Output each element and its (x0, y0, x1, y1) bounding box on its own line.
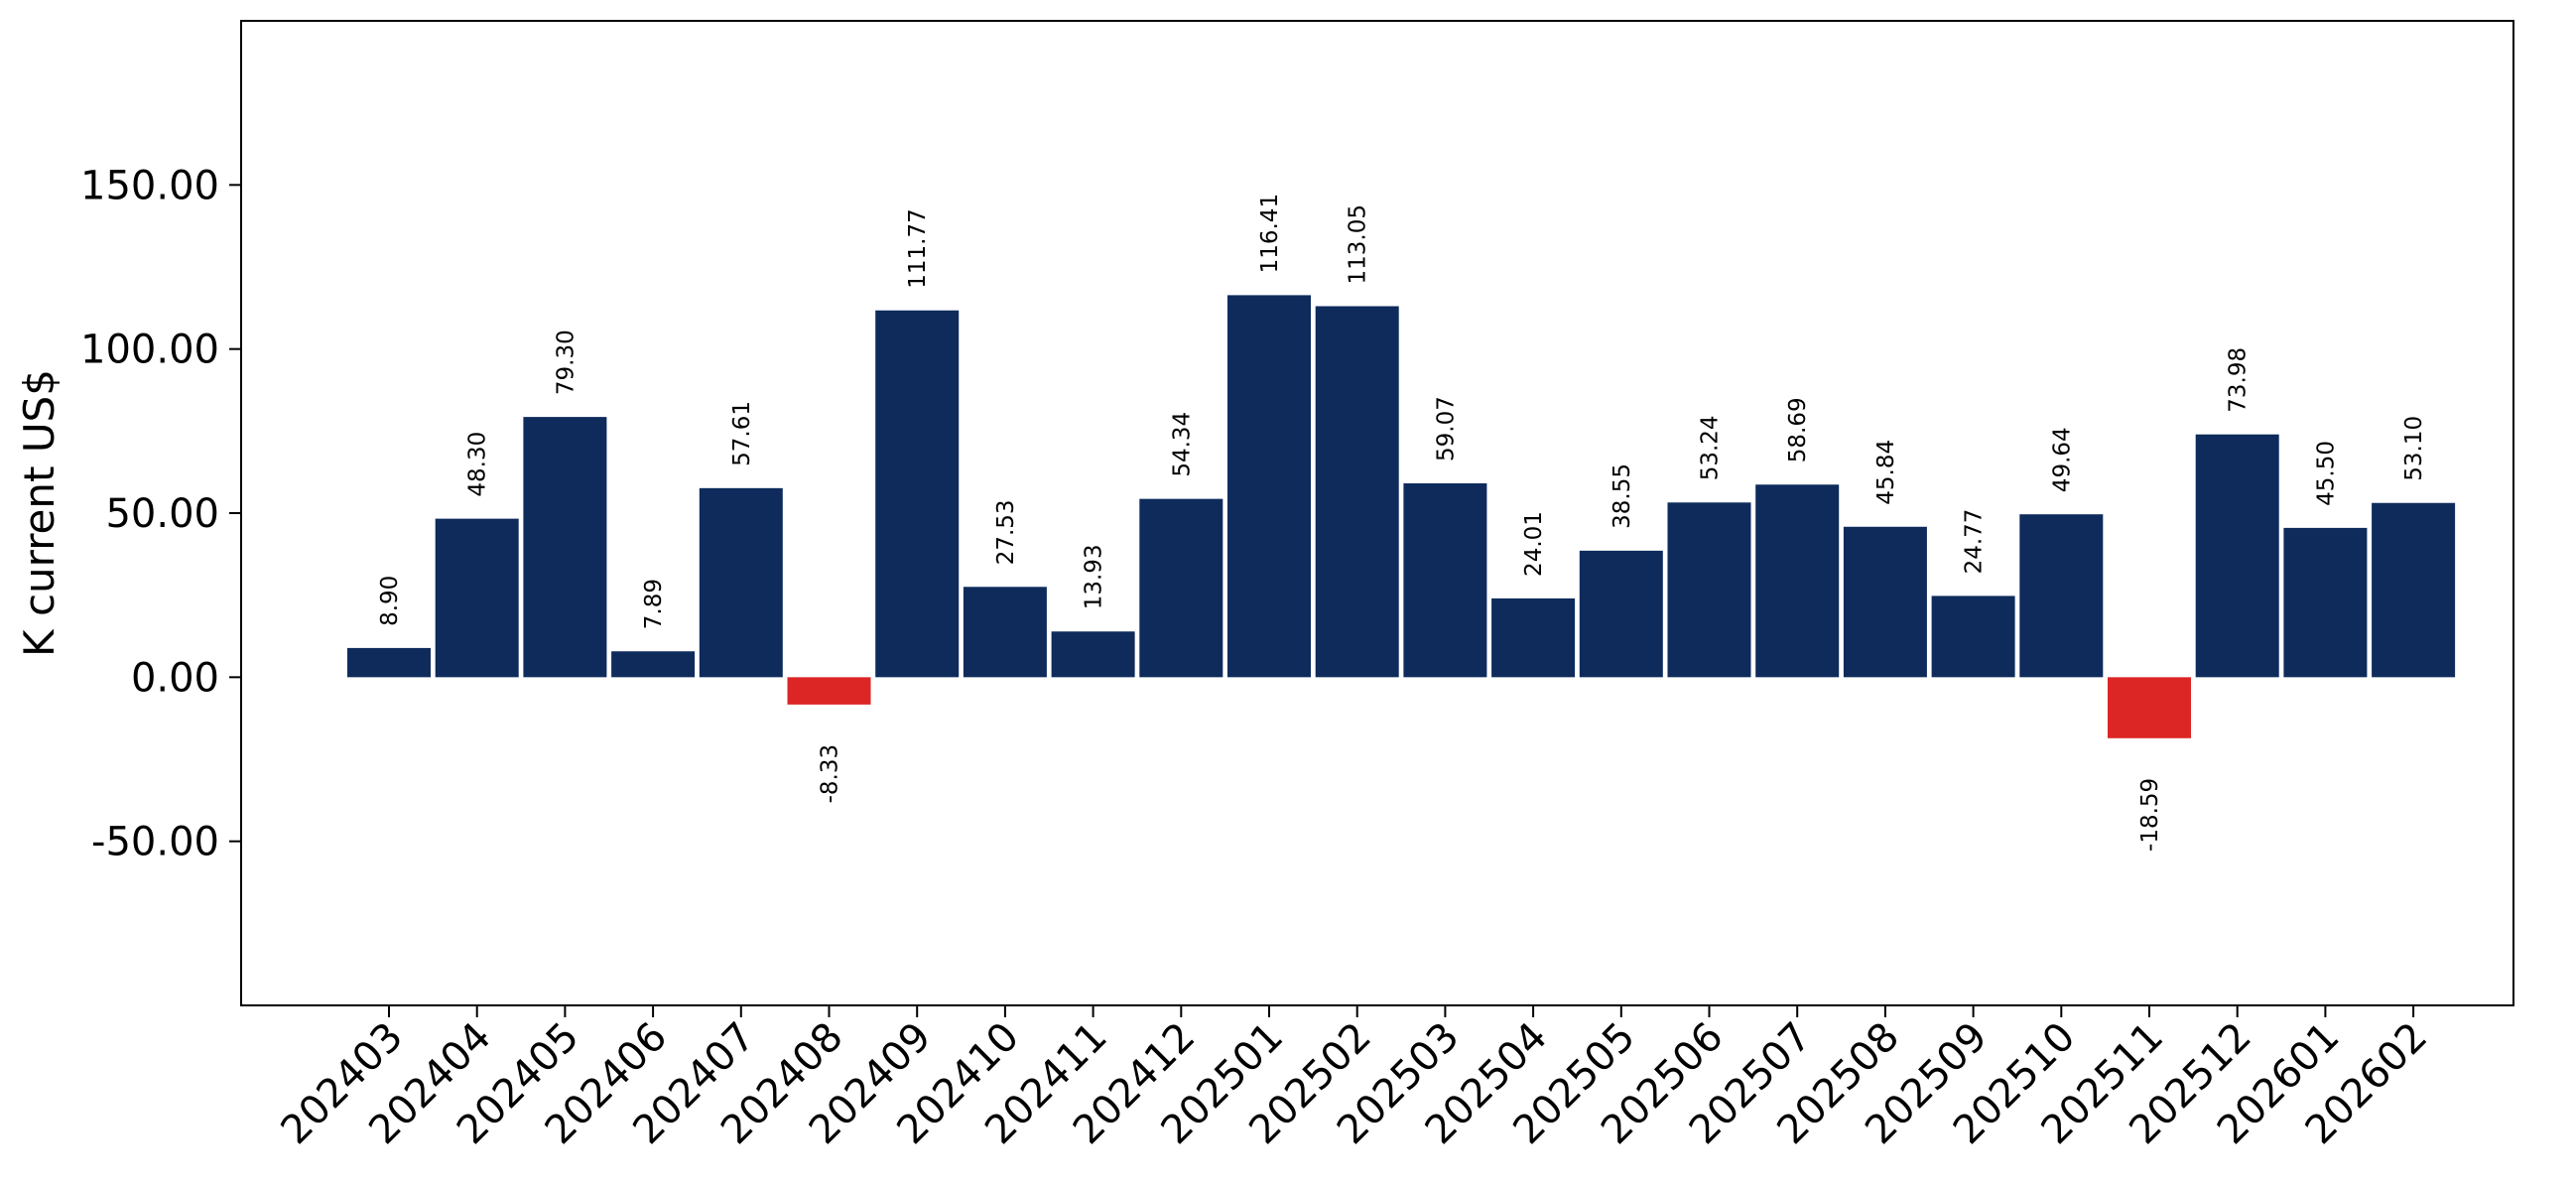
data-label-202408: -8.33 (818, 744, 843, 804)
data-label-202512: 73.98 (2226, 347, 2252, 413)
data-label-202508: 45.84 (1873, 440, 1899, 505)
data-label-202502: 113.05 (1346, 204, 1371, 284)
bar-202512 (2195, 434, 2279, 678)
bar-202509 (1931, 595, 2015, 678)
bar-202403 (347, 647, 431, 678)
bar-202404 (435, 518, 519, 678)
data-label-202505: 38.55 (1610, 463, 1635, 529)
y-tick-label-3: 100.00 (80, 328, 219, 373)
bars-group (347, 295, 2456, 738)
y-tick-label-1: 0.00 (131, 655, 219, 701)
bar-202601 (2283, 527, 2368, 678)
bar-202412 (1139, 498, 1224, 678)
y-tick-label-2: 50.00 (105, 491, 219, 537)
bar-202406 (611, 651, 696, 678)
y-tick-label-0: -50.00 (91, 820, 219, 865)
bar-202602 (2372, 502, 2456, 678)
bar-202505 (1579, 550, 1663, 678)
data-label-202411: 13.93 (1082, 544, 1107, 609)
bar-202503 (1403, 483, 1487, 678)
bar-202405 (523, 417, 607, 678)
y-tick-label-4: 150.00 (80, 163, 219, 208)
y-axis-title: K current US$ (15, 369, 64, 657)
bar-202407 (699, 487, 783, 678)
data-label-202409: 111.77 (905, 208, 931, 288)
data-label-202601: 45.50 (2313, 441, 2339, 506)
bar-202506 (1667, 502, 1751, 678)
data-label-202501: 116.41 (1257, 194, 1283, 273)
data-label-202510: 49.64 (2049, 427, 2075, 492)
data-label-202407: 57.61 (729, 401, 755, 466)
bar-202409 (875, 310, 960, 678)
bar-202502 (1315, 306, 1399, 678)
data-label-202602: 53.10 (2401, 416, 2427, 481)
bar-202501 (1227, 295, 1311, 678)
data-label-202506: 53.24 (1698, 415, 1724, 480)
data-label-202410: 27.53 (993, 499, 1019, 565)
bar-202507 (1755, 484, 1840, 678)
bar-202411 (1051, 631, 1135, 678)
data-label-202404: 48.30 (465, 432, 491, 497)
data-label-202412: 54.34 (1169, 412, 1195, 477)
data-label-202504: 24.01 (1521, 511, 1547, 577)
bar-202510 (2019, 514, 2104, 678)
bar-202410 (963, 587, 1047, 678)
data-label-202403: 8.90 (377, 576, 403, 626)
data-label-202405: 79.30 (553, 330, 579, 395)
data-label-202406: 7.89 (641, 579, 667, 629)
data-label-202507: 58.69 (1785, 397, 1811, 463)
data-label-202503: 59.07 (1433, 396, 1459, 462)
y-axis: -50.00 0.00 50.00 100.00 150.00 (80, 163, 241, 865)
bar-202508 (1843, 526, 1927, 678)
data-label-202509: 24.77 (1962, 509, 1988, 575)
bar-202504 (1491, 597, 1576, 678)
x-axis: 2024032024042024052024062024072024082024… (273, 1005, 2436, 1153)
data-labels-group: 8.90 48.30 79.30 7.89 57.61 -8.33 111.77 27.53 1… (377, 194, 2427, 852)
bar-202408 (787, 677, 871, 705)
data-label-202511: -18.59 (2137, 778, 2163, 852)
bar-202511 (2108, 677, 2191, 738)
